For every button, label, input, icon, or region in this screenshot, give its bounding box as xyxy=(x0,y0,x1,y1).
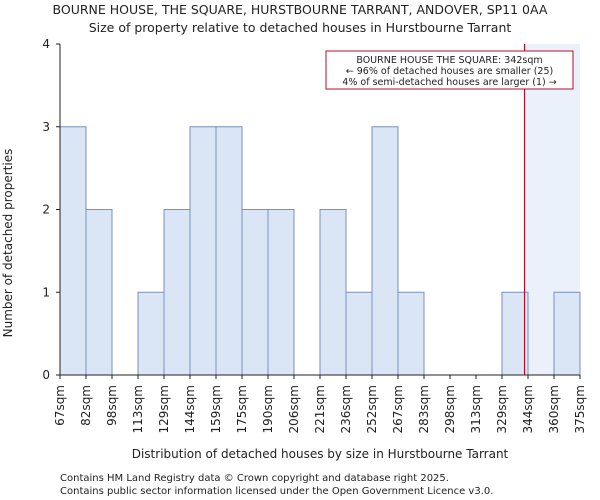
x-tick-label: 144sqm xyxy=(183,385,197,433)
x-tick-label: 175sqm xyxy=(235,385,249,433)
x-tick-label: 313sqm xyxy=(469,385,483,433)
x-tick-label: 113sqm xyxy=(131,385,145,433)
bar-159sqm xyxy=(215,126,243,376)
x-tick-label: 129sqm xyxy=(157,385,171,433)
y-tick-label: 4 xyxy=(42,37,50,51)
bar-360sqm xyxy=(553,291,581,376)
y-tick-label: 3 xyxy=(42,120,50,134)
bar-67sqm xyxy=(59,126,87,376)
footer-line-2: Contains public sector information licen… xyxy=(60,486,493,497)
x-tick-label: 221sqm xyxy=(313,385,327,433)
bar-267sqm xyxy=(397,291,425,376)
chart-subtitle: Size of property relative to detached ho… xyxy=(89,20,512,35)
footer-line-1: Contains HM Land Registry data © Crown c… xyxy=(60,473,449,484)
x-tick-label: 206sqm xyxy=(287,385,301,433)
bar-113sqm xyxy=(137,291,165,376)
bar-129sqm xyxy=(163,209,191,376)
x-tick-label: 190sqm xyxy=(261,385,275,433)
x-tick-label: 236sqm xyxy=(339,385,353,433)
annotation-line-2: ← 96% of detached houses are smaller (25… xyxy=(346,66,553,77)
x-tick-label: 252sqm xyxy=(365,385,379,433)
bar-190sqm xyxy=(267,209,295,376)
x-tick-label: 82sqm xyxy=(79,385,93,426)
x-tick-label: 159sqm xyxy=(209,385,223,433)
x-tick-label: 360sqm xyxy=(547,385,561,433)
x-tick-label: 283sqm xyxy=(417,385,431,433)
bar-221sqm xyxy=(319,209,347,376)
y-tick-label: 0 xyxy=(42,368,50,382)
x-tick-label: 298sqm xyxy=(443,385,457,433)
y-tick-label: 2 xyxy=(42,203,50,217)
x-tick-label: 329sqm xyxy=(495,385,509,433)
bar-82sqm xyxy=(85,209,113,376)
x-tick-label: 67sqm xyxy=(53,385,67,426)
bar-329sqm xyxy=(501,291,529,376)
x-tick-label: 344sqm xyxy=(521,385,535,433)
plot-area: 0 1 2 3 4 67sqm 82sqm 98sqm 113sqm 129sqm 144sqm 15… xyxy=(42,37,587,433)
annotation-line-3: 4% of semi-detached houses are larger (1… xyxy=(342,77,556,88)
bar-144sqm xyxy=(189,126,217,376)
y-axis-label: Number of detached properties xyxy=(1,149,15,338)
bar-175sqm xyxy=(241,209,269,376)
chart-title: BOURNE HOUSE, THE SQUARE, HURSTBOURNE TA… xyxy=(53,2,548,17)
x-tick-label: 375sqm xyxy=(573,385,587,433)
annotation-box xyxy=(325,50,574,90)
bar-252sqm xyxy=(371,126,399,376)
x-tick-label: 98sqm xyxy=(105,385,119,426)
bar-236sqm xyxy=(345,291,373,376)
y-tick-label: 1 xyxy=(42,285,50,299)
x-tick-label: 267sqm xyxy=(391,385,405,433)
x-axis-label: Distribution of detached houses by size … xyxy=(132,447,509,461)
annotation-line-1: BOURNE HOUSE THE SQUARE: 342sqm xyxy=(356,55,542,66)
